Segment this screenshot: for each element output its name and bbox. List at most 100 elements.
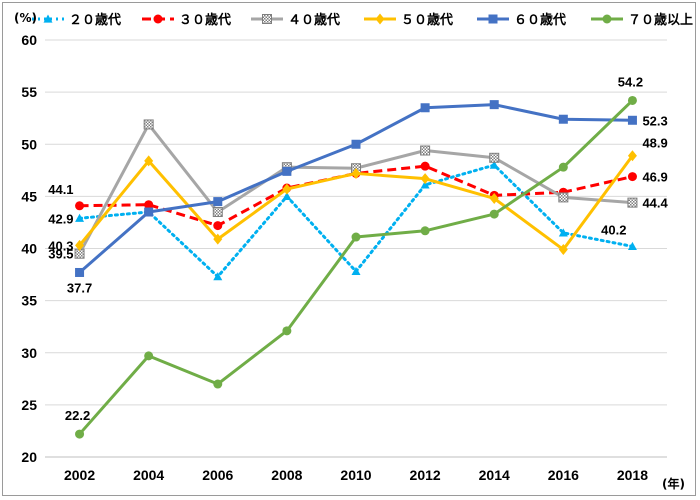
data-label: 46.9	[642, 170, 667, 185]
data-label: 44.4	[642, 196, 668, 211]
y-axis-unit: (%)	[14, 11, 37, 25]
data-point	[627, 115, 637, 125]
x-tick-label: 2006	[202, 467, 233, 483]
legend-label: ５０歳代	[401, 12, 453, 28]
legend-marker	[43, 14, 53, 23]
x-axis-unit: (年)	[662, 476, 685, 491]
data-point	[351, 232, 361, 242]
legend-label: ３０歳代	[179, 12, 231, 28]
data-point	[489, 100, 499, 110]
data-point	[213, 233, 223, 245]
axes: 20 25 30 35 40 45 50 55 60 2002 2004 2006 2008 2010 20…	[21, 32, 667, 483]
x-tick-label: 2018	[617, 467, 648, 483]
data-label: 40.2	[601, 222, 626, 237]
legend-marker	[262, 14, 272, 24]
data-label: 42.9	[48, 211, 73, 226]
y-tick-label: 45	[21, 188, 37, 204]
data-point	[282, 326, 292, 336]
data-point	[558, 228, 568, 237]
data-point	[144, 207, 154, 217]
legend-marker	[153, 14, 163, 24]
legend-item: ４０歳代	[251, 12, 340, 28]
data-point	[420, 226, 430, 236]
data-point	[75, 429, 85, 439]
legend-label: ４０歳代	[288, 12, 340, 28]
data-point	[420, 103, 430, 113]
data-point	[143, 119, 154, 130]
y-tick-label: 50	[21, 136, 37, 152]
data-point	[489, 209, 499, 219]
legend-item: ５０歳代	[364, 12, 453, 28]
legend-marker	[375, 13, 385, 25]
y-tick-label: 25	[21, 397, 37, 413]
data-point	[558, 114, 568, 124]
data-point	[351, 139, 361, 149]
data-point	[213, 197, 223, 207]
data-label: 37.7	[67, 280, 92, 295]
y-tick-label: 30	[21, 345, 37, 361]
data-point	[75, 201, 85, 211]
data-label: 48.9	[642, 136, 667, 151]
data-point	[75, 267, 85, 277]
y-tick-label: 40	[21, 241, 37, 257]
data-label: 40.3	[48, 238, 73, 253]
data-point	[627, 197, 638, 208]
data-label: 52.3	[642, 113, 667, 128]
data-point	[420, 161, 430, 171]
x-tick-label: 2004	[133, 467, 164, 483]
data-label: 22.2	[65, 408, 90, 423]
data-point	[627, 172, 637, 182]
x-tick-label: 2010	[340, 467, 371, 483]
data-point	[627, 241, 637, 251]
data-point	[420, 180, 430, 189]
data-point	[627, 95, 637, 105]
data-point	[212, 207, 223, 218]
data-point	[282, 191, 292, 200]
data-point	[144, 155, 154, 167]
y-tick-label: 20	[21, 449, 37, 465]
data-point	[213, 221, 223, 231]
data-point	[282, 183, 292, 195]
y-tick-label: 35	[21, 293, 37, 309]
data-point	[558, 192, 569, 203]
data-label: 54.2	[618, 74, 643, 89]
data-point	[351, 266, 361, 276]
legend-marker	[602, 14, 612, 24]
data-point	[489, 160, 499, 169]
x-tick-label: 2016	[548, 467, 579, 483]
series-line	[79, 164, 633, 228]
data-point	[558, 244, 568, 256]
y-tick-label: 60	[21, 32, 37, 48]
data-label: 39.5	[48, 247, 73, 262]
series-6	[75, 95, 637, 439]
legend: ２０歳代 ３０歳代 ４０歳代 ５０歳代 ６０歳代 ７０歳以上	[32, 12, 693, 28]
legend-marker	[488, 14, 498, 24]
data-label: 44.1	[48, 182, 73, 197]
data-point	[75, 213, 85, 222]
legend-item: ３０歳代	[142, 12, 231, 28]
x-tick-label: 2002	[64, 467, 95, 483]
data-point	[420, 145, 431, 156]
data-point	[420, 173, 430, 185]
data-point	[144, 351, 154, 361]
data-point	[144, 200, 154, 210]
data-labels: 44.1 42.9 40.339.5 37.7 22.2 54.2 52.3 48.9 46.9…	[48, 74, 668, 423]
legend-label: ７０歳以上	[628, 12, 693, 28]
data-point	[558, 162, 568, 172]
data-point	[489, 152, 500, 163]
y-tick-label: 55	[21, 84, 37, 100]
legend-label: ２０歳代	[69, 12, 121, 28]
data-point	[213, 272, 223, 281]
legend-item: ６０歳代	[477, 12, 566, 28]
legend-item: ２０歳代	[32, 12, 121, 28]
data-point	[351, 167, 361, 179]
data-point	[489, 192, 499, 204]
data-point	[282, 166, 292, 176]
data-point	[213, 379, 223, 389]
data-point	[627, 150, 637, 162]
data-point	[75, 239, 85, 251]
series-line	[78, 163, 634, 279]
x-tick-label: 2008	[271, 467, 302, 483]
series-4	[75, 150, 637, 256]
